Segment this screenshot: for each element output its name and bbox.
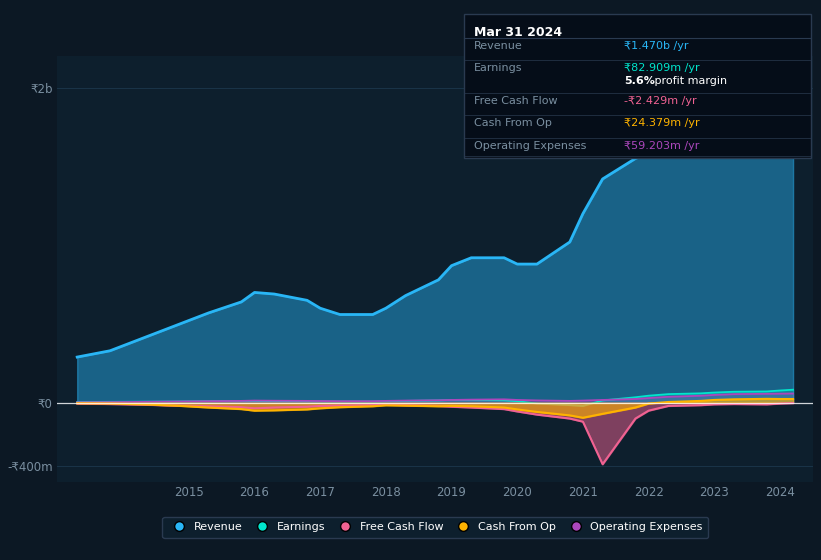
Text: ₹59.203m /yr: ₹59.203m /yr [624,141,699,151]
Text: Earnings: Earnings [474,63,522,73]
Text: Operating Expenses: Operating Expenses [474,141,586,151]
Text: Cash From Op: Cash From Op [474,118,552,128]
Text: ₹82.909m /yr: ₹82.909m /yr [624,63,699,73]
Text: 5.6%: 5.6% [624,76,655,86]
Text: profit margin: profit margin [651,76,727,86]
Text: Revenue: Revenue [474,41,522,51]
Text: Free Cash Flow: Free Cash Flow [474,96,557,106]
Text: -₹2.429m /yr: -₹2.429m /yr [624,96,696,106]
Text: ₹1.470b /yr: ₹1.470b /yr [624,41,689,51]
Legend: Revenue, Earnings, Free Cash Flow, Cash From Op, Operating Expenses: Revenue, Earnings, Free Cash Flow, Cash … [163,517,708,538]
Text: ₹24.379m /yr: ₹24.379m /yr [624,118,699,128]
Text: Mar 31 2024: Mar 31 2024 [474,26,562,39]
